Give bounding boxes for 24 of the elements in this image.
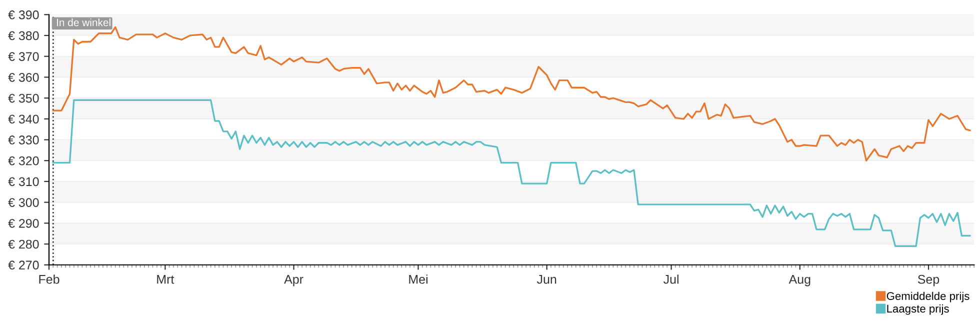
ref-line-label: In de winkel <box>57 18 110 26</box>
x-tick-label: Apr <box>284 275 304 286</box>
y-tick-label: € 360 <box>8 72 39 82</box>
y-tick-label: € 300 <box>8 198 39 207</box>
x-tick-label: Jun <box>536 275 556 284</box>
y-tick-label: € 310 <box>8 177 39 186</box>
y-tick-label: € 340 <box>8 114 39 124</box>
x-tick-label: Aug <box>788 275 810 286</box>
y-tick-label: € 350 <box>8 94 39 103</box>
y-tick-label: € 330 <box>8 136 39 144</box>
legend-label: Laagste prijs <box>887 304 949 315</box>
x-tick-label: Feb <box>39 274 60 284</box>
x-tick-label: Sep <box>918 274 940 286</box>
y-tick-label: € 320 <box>8 156 39 166</box>
y-tick-label: € 380 <box>8 31 39 40</box>
y-tick-label: € 370 <box>8 52 39 61</box>
y-tick-label: € 290 <box>8 218 39 228</box>
x-tick-label: Mei <box>409 274 428 284</box>
y-tick-label: € 280 <box>8 240 39 249</box>
x-tick-label: Jul <box>663 274 678 284</box>
y-tick-label: € 270 <box>8 260 39 270</box>
x-tick-label: Mrt <box>157 275 174 284</box>
y-tick-label: € 390 <box>8 10 39 20</box>
legend-label: Gemiddelde prijs <box>886 292 970 302</box>
